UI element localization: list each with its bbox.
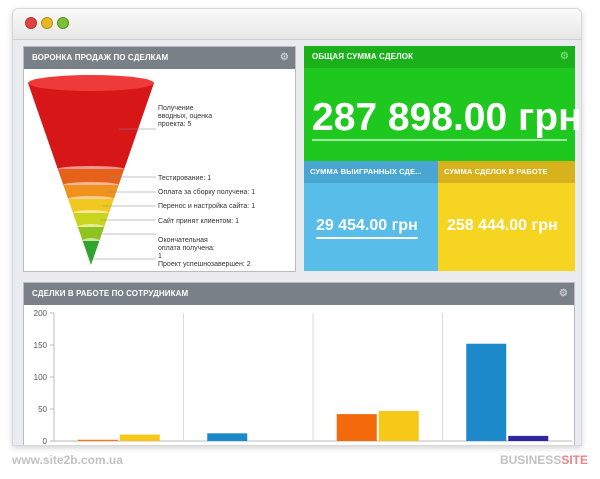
gear-icon[interactable]: ⚙ [559, 51, 569, 62]
total-deals-panel: ОБЩАЯ СУММА СДЕЛОК ⚙ 287 898.00 грн [304, 46, 581, 161]
y-tick-label: 50 [38, 405, 47, 414]
total-deals-header: ОБЩАЯ СУММА СДЕЛОК ⚙ [304, 46, 575, 68]
funnel-stage-label: Перенос и настройка сайта: 1 [158, 203, 256, 210]
bar-series1-group3[interactable] [336, 414, 377, 441]
y-tick-label: 100 [34, 373, 48, 382]
funnel-stage-label: Окончательная оплата получена: 1 [158, 237, 215, 260]
site-url: www.site2b.com.ua [12, 453, 123, 467]
won-deals-panel: СУММА ВЫИГРАННЫХ СДЕ... 29 454.00 грн [304, 161, 438, 271]
sales-funnel-panel: ВОРОНКА ПРОДАЖ ПО СДЕЛКАМ ⚙ Получение вво… [23, 46, 296, 272]
funnel-stage-label: Тестирование: 1 [158, 175, 212, 182]
brand-main: BUSINESS [499, 453, 562, 467]
total-divider [312, 139, 567, 141]
funnel-stage-7[interactable] [82, 241, 100, 265]
funnel-stage-2[interactable] [57, 169, 125, 185]
funnel-stage-6[interactable] [77, 227, 105, 241]
won-deals-value[interactable]: 29 454.00 грн [316, 217, 418, 239]
won-deals-header: СУММА ВЫИГРАННЫХ СДЕ... [304, 161, 438, 183]
sales-funnel-header: ВОРОНКА ПРОДАЖ ПО СДЕЛКАМ ⚙ [24, 47, 295, 69]
minimize-window-button[interactable] [41, 17, 53, 29]
funnel-stage-label: Получение вводных, оценка проекта: 5 [158, 105, 213, 128]
y-tick-label: 0 [43, 437, 48, 446]
deals-bar-chart: 0 50 100 150 200 [34, 309, 572, 446]
deals-by-employee-header: СДЕЛКИ В РАБОТЕ ПО СОТРУДНИКАМ ⚙ [24, 283, 574, 305]
y-tick-label: 200 [34, 309, 48, 318]
window-titlebar [13, 9, 581, 40]
funnel-top-rim [28, 75, 154, 91]
close-window-button[interactable] [25, 17, 37, 29]
deals-by-employee-title: СДЕЛКИ В РАБОТЕ ПО СОТРУДНИКАМ [32, 289, 189, 298]
dashboard: ВОРОНКА ПРОДАЖ ПО СДЕЛКАМ ⚙ Получение вво… [13, 40, 581, 445]
total-deals-title: ОБЩАЯ СУММА СДЕЛОК [312, 52, 414, 61]
bar-series2-group3[interactable] [378, 410, 419, 441]
in-work-deals-title: СУММА СДЕЛОК В РАБОТЕ [444, 167, 548, 176]
gear-icon[interactable]: ⚙ [558, 288, 568, 299]
funnel-stage-label: Проект успешнозавершен: 2 [158, 261, 251, 268]
in-work-deals-panel: СУММА СДЕЛОК В РАБОТЕ 258 444.00 грн [438, 161, 575, 271]
won-deals-title: СУММА ВЫИГРАННЫХ СДЕ... [310, 167, 422, 176]
bar-series2-group4[interactable] [508, 435, 549, 441]
app-window: ВОРОНКА ПРОДАЖ ПО СДЕЛКАМ ⚙ Получение вво… [12, 8, 582, 446]
funnel-stage-3[interactable] [63, 185, 119, 199]
deals-by-employee-panel: СДЕЛКИ В РАБОТЕ ПО СОТРУДНИКАМ ⚙ 0 50 100 1… [23, 282, 575, 446]
funnel-stage-5[interactable] [73, 213, 109, 227]
funnel-stage-4[interactable] [68, 199, 114, 213]
in-work-deals-header: СУММА СДЕЛОК В РАБОТЕ [438, 161, 575, 183]
bar-series1-group2[interactable] [207, 433, 248, 441]
funnel-stage-label: Сайт принят клиентом: 1 [158, 218, 239, 225]
funnel-graphic [28, 75, 156, 265]
funnel-stage-1[interactable] [28, 83, 154, 169]
brand-logo: BUSINESSSITE [500, 453, 588, 467]
bar-series2-group1[interactable] [119, 434, 160, 441]
brand-accent: SITE [561, 453, 588, 467]
y-tick-label: 150 [34, 341, 48, 350]
total-deals-value: 287 898.00 грн [312, 96, 582, 139]
funnel-stage-label: Оплата за сборку получена: 1 [158, 189, 256, 196]
maximize-window-button[interactable] [57, 17, 69, 29]
bar-series1-group4[interactable] [466, 343, 507, 441]
gear-icon[interactable]: ⚙ [279, 52, 289, 63]
sales-funnel-title: ВОРОНКА ПРОДАЖ ПО СДЕЛКАМ [32, 53, 169, 62]
in-work-deals-value: 258 444.00 грн [447, 217, 558, 234]
bar-series1-group1[interactable] [77, 439, 118, 441]
